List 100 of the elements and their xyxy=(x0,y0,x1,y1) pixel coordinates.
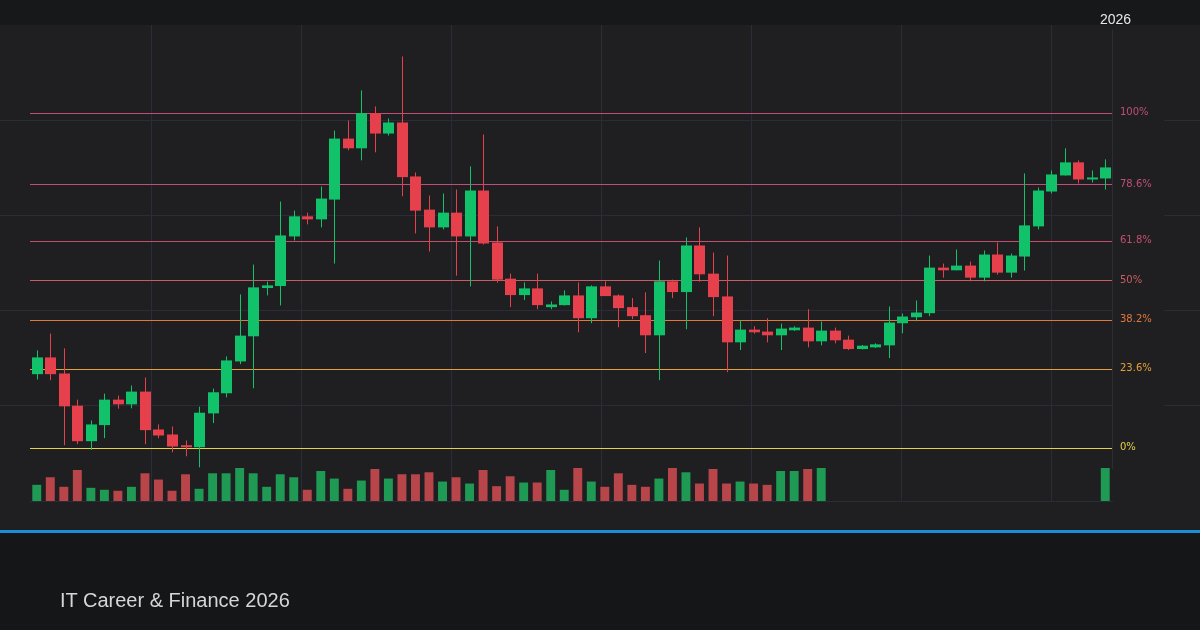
candlestick xyxy=(86,419,97,451)
bar xyxy=(411,474,420,501)
bar xyxy=(586,481,596,501)
candlestick xyxy=(627,297,638,320)
bar xyxy=(640,486,650,501)
bar xyxy=(492,486,502,501)
bar xyxy=(248,473,258,501)
y-tick-label: 38.2% xyxy=(1120,313,1152,325)
bar xyxy=(438,481,447,501)
candlestick xyxy=(613,293,624,328)
candlestick xyxy=(32,349,43,381)
candlestick xyxy=(424,195,435,253)
candlestick xyxy=(965,261,976,282)
bar xyxy=(154,479,163,501)
bar xyxy=(722,483,731,501)
bar xyxy=(289,477,299,501)
bar xyxy=(235,468,245,501)
bar xyxy=(370,468,380,501)
y-tick-label: 50% xyxy=(1120,273,1143,285)
bar xyxy=(451,477,461,501)
candlestick xyxy=(505,273,516,308)
bar xyxy=(789,470,799,501)
bar xyxy=(86,487,96,501)
candlestick xyxy=(343,119,354,151)
bar xyxy=(99,489,109,501)
bar xyxy=(45,477,55,501)
bar xyxy=(613,473,623,501)
bar xyxy=(72,469,82,501)
y-tick-label: 78.6% xyxy=(1120,178,1152,190)
candlestick xyxy=(438,193,449,230)
bar xyxy=(316,470,326,501)
bar xyxy=(465,483,475,501)
bar xyxy=(654,478,664,501)
candlestick xyxy=(640,291,651,354)
bar xyxy=(505,476,515,501)
bar xyxy=(208,473,218,501)
candlestick xyxy=(289,210,300,241)
candlestick xyxy=(451,189,462,277)
text: 2026 xyxy=(1100,11,1132,28)
bar xyxy=(559,489,569,501)
bar xyxy=(667,468,677,501)
bar xyxy=(478,469,488,501)
bar xyxy=(762,484,772,501)
y-tick-label: 23.6% xyxy=(1120,362,1152,374)
bar xyxy=(59,486,69,501)
candlestick xyxy=(708,252,719,317)
candlestick xyxy=(816,321,827,346)
bar xyxy=(221,473,231,501)
bar xyxy=(356,480,366,501)
candlestick xyxy=(370,105,381,153)
bar xyxy=(329,478,339,501)
bar xyxy=(519,482,529,501)
bar xyxy=(32,484,42,501)
candlestick xyxy=(573,281,584,333)
bar xyxy=(695,483,704,501)
bar xyxy=(573,468,583,501)
candlestick xyxy=(316,186,327,228)
y-tick-label: 100% xyxy=(1120,106,1149,118)
bar xyxy=(816,468,826,501)
bar xyxy=(1100,468,1110,501)
bar xyxy=(302,489,312,501)
bar xyxy=(113,490,123,501)
bar xyxy=(397,474,407,501)
candlestick xyxy=(532,273,543,310)
candlestick xyxy=(992,241,1003,276)
candlestick xyxy=(126,385,137,409)
candlestick xyxy=(167,425,178,453)
bar xyxy=(126,486,136,501)
candlestick xyxy=(735,319,746,351)
bar xyxy=(600,486,610,501)
bar xyxy=(681,472,691,501)
bar xyxy=(546,469,556,501)
candlestick xyxy=(45,333,56,381)
bar xyxy=(803,468,813,501)
candlestick xyxy=(667,279,678,299)
candlestick xyxy=(884,305,895,359)
bar xyxy=(735,481,745,501)
bar xyxy=(194,488,204,501)
bar xyxy=(262,486,272,501)
bar xyxy=(776,470,786,501)
bar xyxy=(627,484,637,501)
bar xyxy=(140,473,150,501)
bar xyxy=(275,474,285,501)
bar xyxy=(383,478,393,501)
y-tick-label: 0% xyxy=(1120,441,1136,453)
bar xyxy=(424,472,434,501)
bar xyxy=(749,483,759,501)
candlestick xyxy=(208,388,219,424)
candlestick xyxy=(1046,169,1057,195)
text: IT Career & Finance 2026 xyxy=(60,589,290,612)
candlestick xyxy=(979,250,990,282)
candlestick xyxy=(1100,158,1111,191)
candlestick xyxy=(803,308,814,348)
bar xyxy=(181,474,190,501)
candlestick xyxy=(1073,159,1084,184)
bar xyxy=(343,488,353,501)
candlestick xyxy=(1006,253,1017,279)
y-tick-label: 61.8% xyxy=(1120,234,1152,246)
bar xyxy=(708,468,718,501)
candlestick xyxy=(1060,147,1071,176)
